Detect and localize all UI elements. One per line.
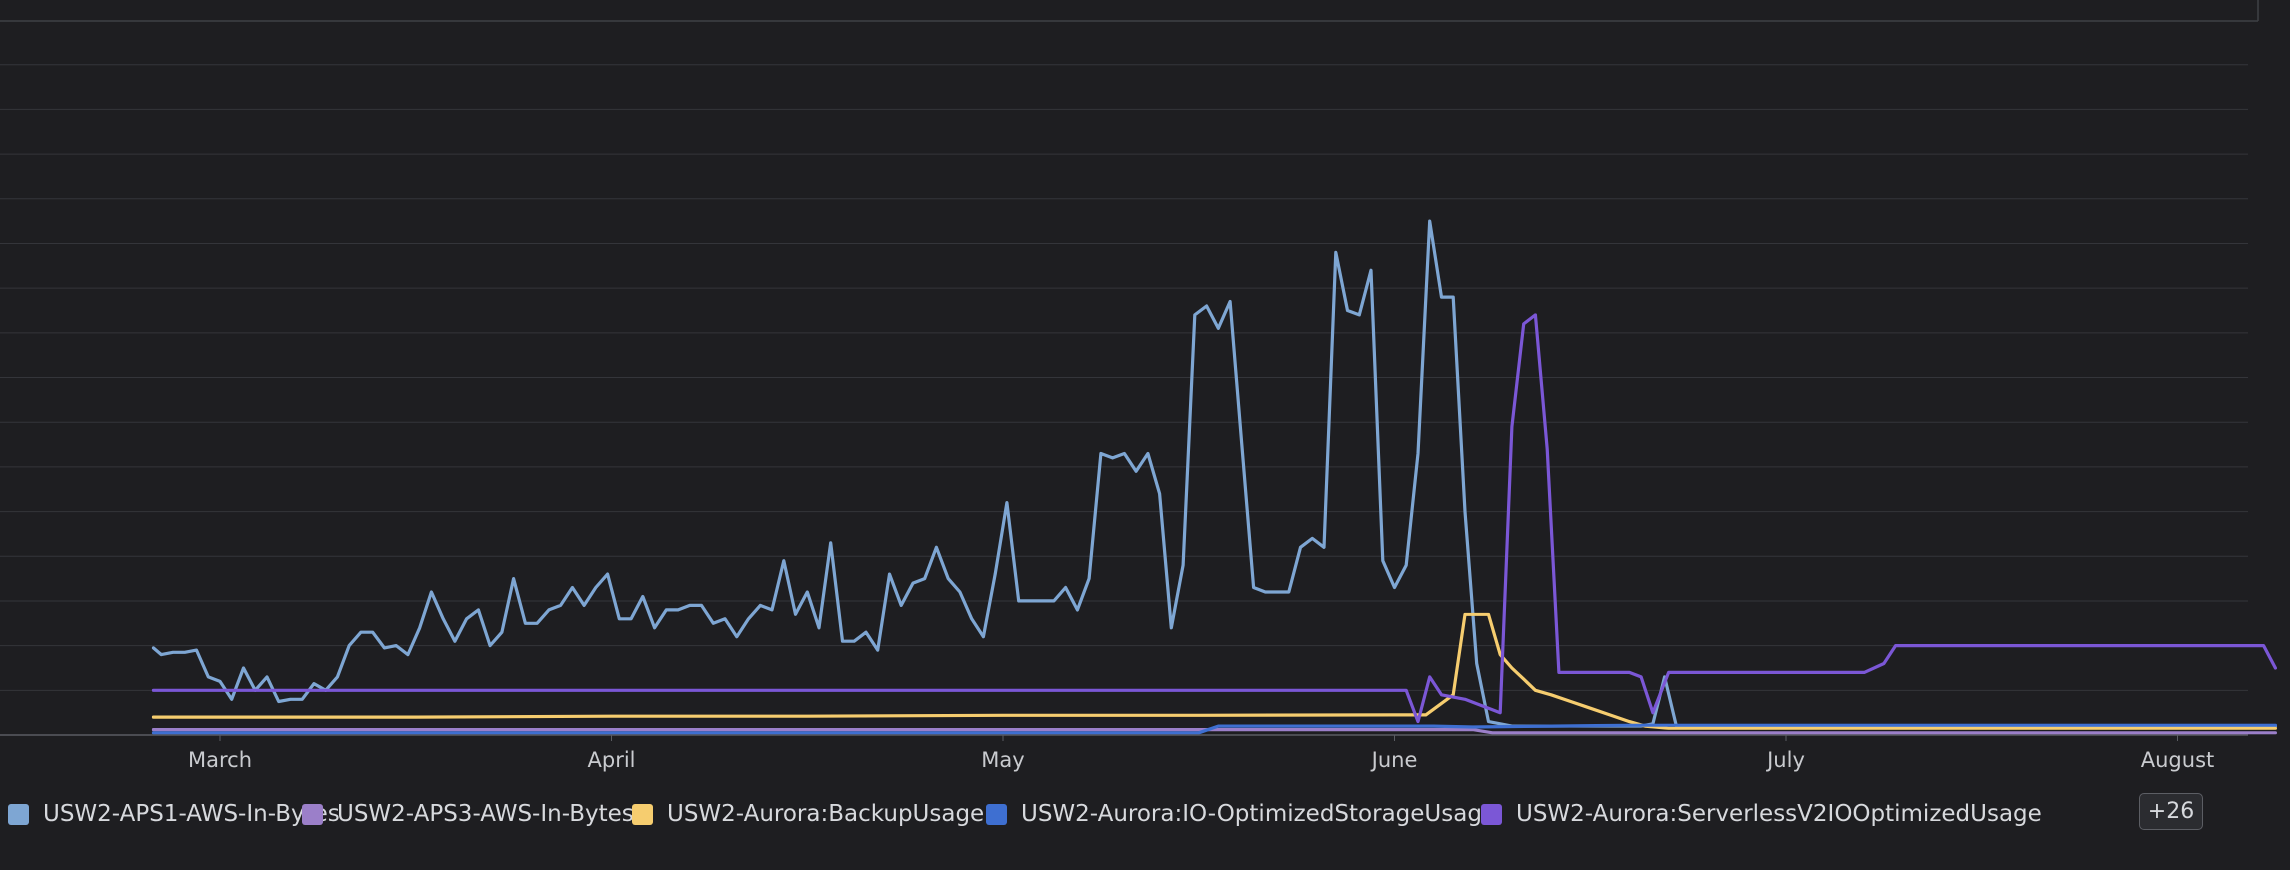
x-tick-label: August — [2141, 748, 2215, 772]
legend-label: USW2-Aurora:BackupUsage — [667, 801, 985, 827]
legend-item-aps1[interactable]: USW2-APS1-AWS-In-Bytes — [8, 792, 340, 836]
chart-legend: USW2-APS1-AWS-In-Bytes USW2-APS3-AWS-In-… — [0, 792, 2290, 836]
series-line-1 — [153, 730, 2275, 733]
legend-label: USW2-Aurora:ServerlessV2IOOptimizedUsage — [1516, 801, 2042, 827]
legend-item-backup-usage[interactable]: USW2-Aurora:BackupUsage — [632, 792, 984, 836]
x-tick-label: March — [188, 748, 252, 772]
legend-item-io-optimized-storage[interactable]: USW2-Aurora:IO-OptimizedStorageUsage — [986, 792, 1496, 836]
series-line-4 — [153, 315, 2275, 722]
legend-label: USW2-APS3-AWS-In-Bytes — [337, 801, 634, 827]
x-tick-label: June — [1370, 748, 1418, 772]
legend-swatch-icon — [302, 803, 323, 825]
x-tick-label: July — [1765, 748, 1805, 772]
legend-label: USW2-APS1-AWS-In-Bytes — [43, 801, 340, 827]
legend-swatch-icon — [986, 803, 1007, 825]
legend-label: USW2-Aurora:IO-OptimizedStorageUsage — [1021, 801, 1497, 827]
x-tick-label: April — [588, 748, 636, 772]
series-line-3 — [153, 725, 2275, 733]
legend-swatch-icon — [1481, 803, 1502, 825]
legend-item-aps3[interactable]: USW2-APS3-AWS-In-Bytes — [302, 792, 634, 836]
legend-more-button[interactable]: +26 — [2139, 793, 2203, 830]
series-line-0 — [153, 221, 2275, 726]
legend-swatch-icon — [8, 803, 29, 825]
legend-swatch-icon — [632, 803, 653, 825]
x-tick-label: May — [981, 748, 1024, 772]
series-line-2 — [153, 614, 2275, 728]
legend-item-serverless-v2[interactable]: USW2-Aurora:ServerlessV2IOOptimizedUsage — [1481, 792, 2042, 836]
